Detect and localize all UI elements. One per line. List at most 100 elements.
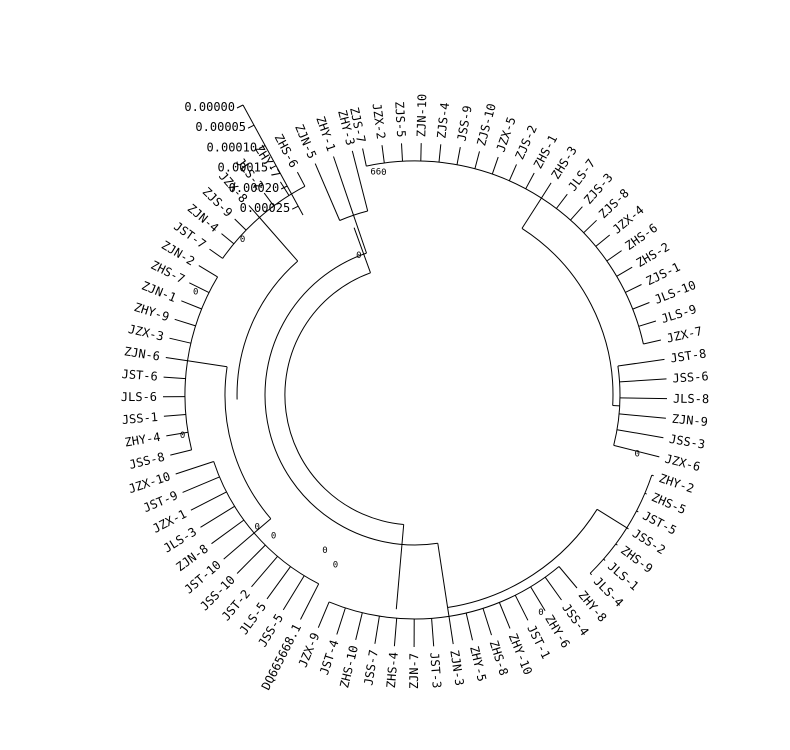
scale-tick-label: 0.00015 — [218, 161, 269, 175]
tip-branch — [212, 520, 244, 544]
taxon-label: ZJN-1 — [140, 278, 179, 304]
tip-branch — [164, 415, 186, 417]
bootstrap-value: 0 — [193, 288, 198, 298]
taxon-label: JZX-3 — [127, 322, 165, 344]
tip-branch — [617, 267, 633, 276]
tip-branch — [637, 511, 639, 512]
taxon-label: JSS-9 — [455, 104, 475, 142]
taxon-label: ZHS-10 — [337, 644, 361, 689]
taxon-label: JSS-7 — [361, 649, 381, 687]
tip-branch — [199, 266, 218, 277]
tip-branch — [483, 608, 492, 635]
scale-tick-label: 0.00000 — [184, 100, 235, 114]
taxon-label: ZJN-9 — [671, 412, 708, 429]
tip-branch — [509, 164, 516, 180]
scale-tick-label: 0.00020 — [229, 181, 280, 195]
taxon-label: ZHS-4 — [384, 652, 401, 689]
tip-branch — [618, 359, 665, 366]
scale-tick-label: 0.00025 — [240, 201, 291, 215]
tip-branch — [301, 584, 319, 620]
taxon-label: ZJS-5 — [392, 101, 408, 138]
tip-branch — [625, 285, 641, 293]
bootstrap-value: 0 — [240, 235, 245, 245]
tip-branch — [526, 173, 535, 189]
taxon-label: JSS-1 — [121, 410, 158, 427]
taxon-label: JST-4 — [317, 638, 342, 677]
stem-branch — [448, 608, 449, 617]
scale-tick — [292, 206, 298, 209]
stem-branch — [260, 218, 298, 262]
tip-branch — [164, 377, 186, 379]
stem-branch — [522, 198, 541, 228]
tip-branch — [170, 450, 191, 455]
inner-arc — [522, 228, 613, 405]
tip-branch — [590, 573, 591, 575]
tip-branch — [617, 430, 663, 438]
tip-branch — [556, 194, 567, 208]
taxon-label: ZHY-4 — [124, 430, 162, 450]
tip-branch — [337, 608, 346, 635]
taxon-label: JLS-8 — [673, 392, 709, 407]
inner-arc — [225, 367, 271, 519]
taxon-label: JZX-2 — [370, 102, 389, 140]
tip-branch — [402, 143, 403, 161]
taxon-label: ZJN-10 — [414, 94, 429, 138]
tip-branch — [375, 616, 380, 644]
tip-branch — [191, 492, 227, 510]
tip-branch — [559, 567, 577, 589]
taxon-label: ZJS-4 — [434, 102, 452, 139]
taxon-label: JST-8 — [669, 346, 707, 365]
taxon-label: JZX-7 — [665, 324, 703, 346]
taxon-label: ZHY-1 — [313, 114, 338, 153]
tip-branch — [267, 567, 291, 599]
tip-branch — [607, 251, 622, 261]
tip-branch — [541, 183, 551, 198]
bootstrap-value: 0 — [254, 522, 259, 532]
tip-branch — [382, 145, 384, 163]
tip-branch — [499, 603, 510, 629]
taxon-label: JSS-6 — [672, 369, 709, 385]
tip-branch — [334, 157, 354, 216]
tip-branch — [616, 544, 618, 545]
tip-branch — [596, 235, 610, 246]
tip-branch — [166, 358, 188, 361]
tip-branch — [252, 556, 278, 586]
tip-branch — [457, 147, 460, 165]
tip-branch — [466, 613, 472, 640]
tip-branch — [449, 616, 453, 644]
tip-branch — [515, 595, 528, 620]
tip-branch — [475, 151, 480, 168]
taxon-label: ZJN-7 — [407, 653, 421, 689]
tip-branch — [170, 338, 191, 343]
tip-branch — [652, 475, 654, 476]
tip-branch — [181, 301, 201, 309]
taxon-label: JLS-9 — [660, 302, 699, 326]
clade-arc — [329, 567, 559, 619]
scale-tick — [248, 125, 254, 128]
tip-branch — [584, 220, 597, 233]
scale-tick-label: 0.00005 — [195, 120, 246, 134]
tip-branch — [235, 219, 246, 230]
stem-branch — [354, 215, 367, 253]
tip-branch — [545, 577, 561, 600]
inner-arc — [285, 273, 404, 525]
bootstrap-value: 0 — [180, 431, 185, 441]
tip-branch — [645, 493, 647, 494]
tip-branch — [201, 506, 235, 527]
tip-branch — [633, 303, 650, 310]
tip-branch — [619, 414, 666, 418]
scale-tick — [237, 105, 243, 108]
stem-branch — [438, 543, 448, 607]
tip-branch — [571, 207, 583, 220]
tip-branch — [643, 340, 661, 344]
tip-branch — [432, 618, 434, 646]
tip-branch — [175, 319, 196, 326]
tip-branch — [210, 249, 223, 258]
scale-tick-label: 0.00010 — [207, 141, 258, 155]
taxon-label: ZHY-2 — [657, 471, 696, 496]
taxon-label: JSS-3 — [668, 432, 706, 452]
tip-branch — [620, 379, 667, 382]
taxon-label: JLS-6 — [121, 390, 157, 404]
taxon-label: JZX-6 — [663, 452, 701, 474]
